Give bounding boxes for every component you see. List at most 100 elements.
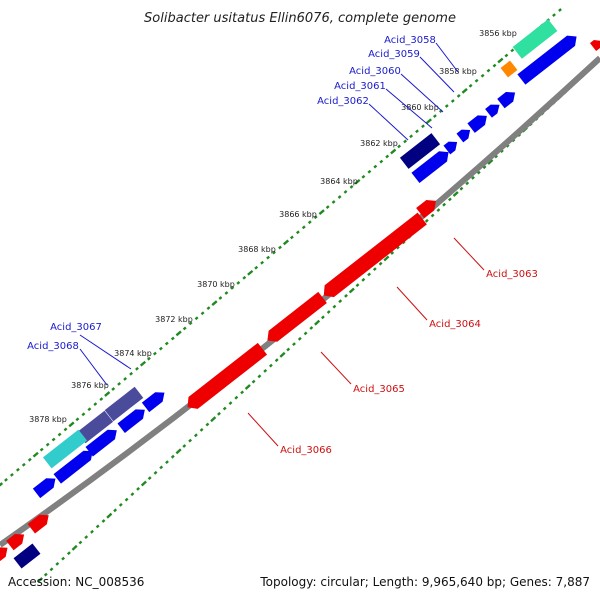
scale-dot (282, 239, 290, 246)
tick-label: 3870 kbp (197, 280, 235, 289)
scale-dot (303, 331, 308, 336)
gene-arrow (85, 429, 117, 457)
scale-dot (170, 454, 175, 459)
scale-dot (254, 265, 259, 270)
scale-dot (51, 437, 56, 442)
outer-scale-dots (0, 8, 562, 488)
scale-dot (403, 139, 408, 144)
scale-dot (193, 433, 198, 438)
gene-arrow (512, 19, 558, 59)
gene-arrow (32, 478, 56, 499)
label-leader-line (453, 237, 485, 271)
scale-dot (295, 230, 300, 235)
scale-dot (326, 310, 331, 314)
scale-dot (66, 551, 71, 556)
scale-dot (332, 304, 337, 309)
scale-dot (200, 311, 205, 316)
scale-dot (101, 519, 106, 523)
label-leader-line (419, 56, 455, 93)
scale-dot (61, 556, 66, 561)
scale-dot (476, 170, 481, 175)
scale-dot (158, 346, 163, 351)
label-leader-line (435, 42, 459, 73)
scale-dot (43, 572, 48, 577)
gene-features (0, 19, 600, 569)
tick-label: 3866 kbp (279, 210, 317, 219)
scale-dot (224, 291, 229, 295)
scale-dot (390, 251, 395, 255)
tick-label: 3878 kbp (29, 415, 67, 424)
label-leader-line (396, 286, 428, 321)
topology-text: Topology: circular; Length: 9,965,640 bp… (259, 575, 590, 589)
gene-arrow (141, 392, 165, 413)
scale-dot (123, 377, 128, 381)
scale-dot (344, 293, 348, 298)
gene-arrow (399, 133, 441, 169)
scale-dot (152, 351, 157, 356)
scale-dot (504, 53, 509, 58)
scale-dot (331, 200, 336, 204)
scale-dot (55, 561, 60, 566)
gene-arrow (6, 534, 25, 551)
scale-dot (71, 544, 78, 551)
gene-label: Acid_3064 (429, 319, 481, 330)
gene-label: Acid_3061 (334, 81, 386, 92)
gene-arrow (42, 429, 88, 469)
gene-arrow (500, 60, 518, 78)
scale-dot (0, 482, 4, 488)
scale-dot (301, 225, 306, 230)
label-leader-line (400, 73, 444, 113)
gene-arrow (117, 409, 145, 433)
scale-dot (90, 529, 94, 534)
scale-dot (32, 451, 39, 458)
scale-dot (450, 99, 455, 103)
scale-dot (461, 88, 468, 94)
gene-arrow (267, 291, 327, 342)
tick-label: 3874 kbp (114, 349, 152, 358)
scale-dot (234, 395, 239, 400)
gene-arrow (76, 410, 114, 444)
scale-dot (244, 384, 251, 390)
scale-dot (385, 154, 390, 159)
scale-dot (175, 448, 182, 455)
scale-dot (228, 401, 233, 406)
scale-dot (205, 422, 210, 427)
scale-dot (436, 208, 441, 213)
scale-dot (421, 124, 425, 129)
scale-dot (170, 336, 175, 341)
scale-dot (378, 261, 383, 266)
gene-arrow (187, 342, 268, 409)
label-leader-line (79, 348, 108, 386)
gene-arrow (13, 543, 41, 569)
scale-dot (286, 347, 291, 352)
scale-dot (146, 356, 151, 361)
scale-dot (194, 316, 199, 321)
scale-dot (383, 255, 390, 262)
scale-dot (456, 94, 461, 98)
scale-dot (552, 13, 556, 17)
scale-dot (139, 360, 147, 367)
gene-arrow (467, 115, 487, 133)
scale-dot (361, 277, 366, 282)
gene-arrow (104, 386, 144, 422)
scale-dot (251, 379, 256, 384)
scale-dot (558, 8, 562, 12)
scale-dot (465, 181, 470, 186)
scale-dot (471, 175, 475, 180)
scale-dot (113, 508, 118, 513)
scale-dot (313, 215, 318, 220)
scale-dot (395, 245, 400, 250)
scale-dot (165, 460, 169, 465)
scale-dot (87, 407, 92, 412)
scale-dot (93, 402, 98, 406)
gene-arrow (27, 514, 49, 534)
scale-dot (199, 427, 204, 432)
tick-label: 3864 kbp (320, 177, 358, 186)
scale-dot (318, 209, 325, 215)
scale-dot (4, 478, 8, 482)
scale-dot (361, 174, 366, 179)
scale-dot (279, 351, 286, 358)
scale-dot (337, 195, 342, 199)
scale-dot (268, 363, 273, 368)
